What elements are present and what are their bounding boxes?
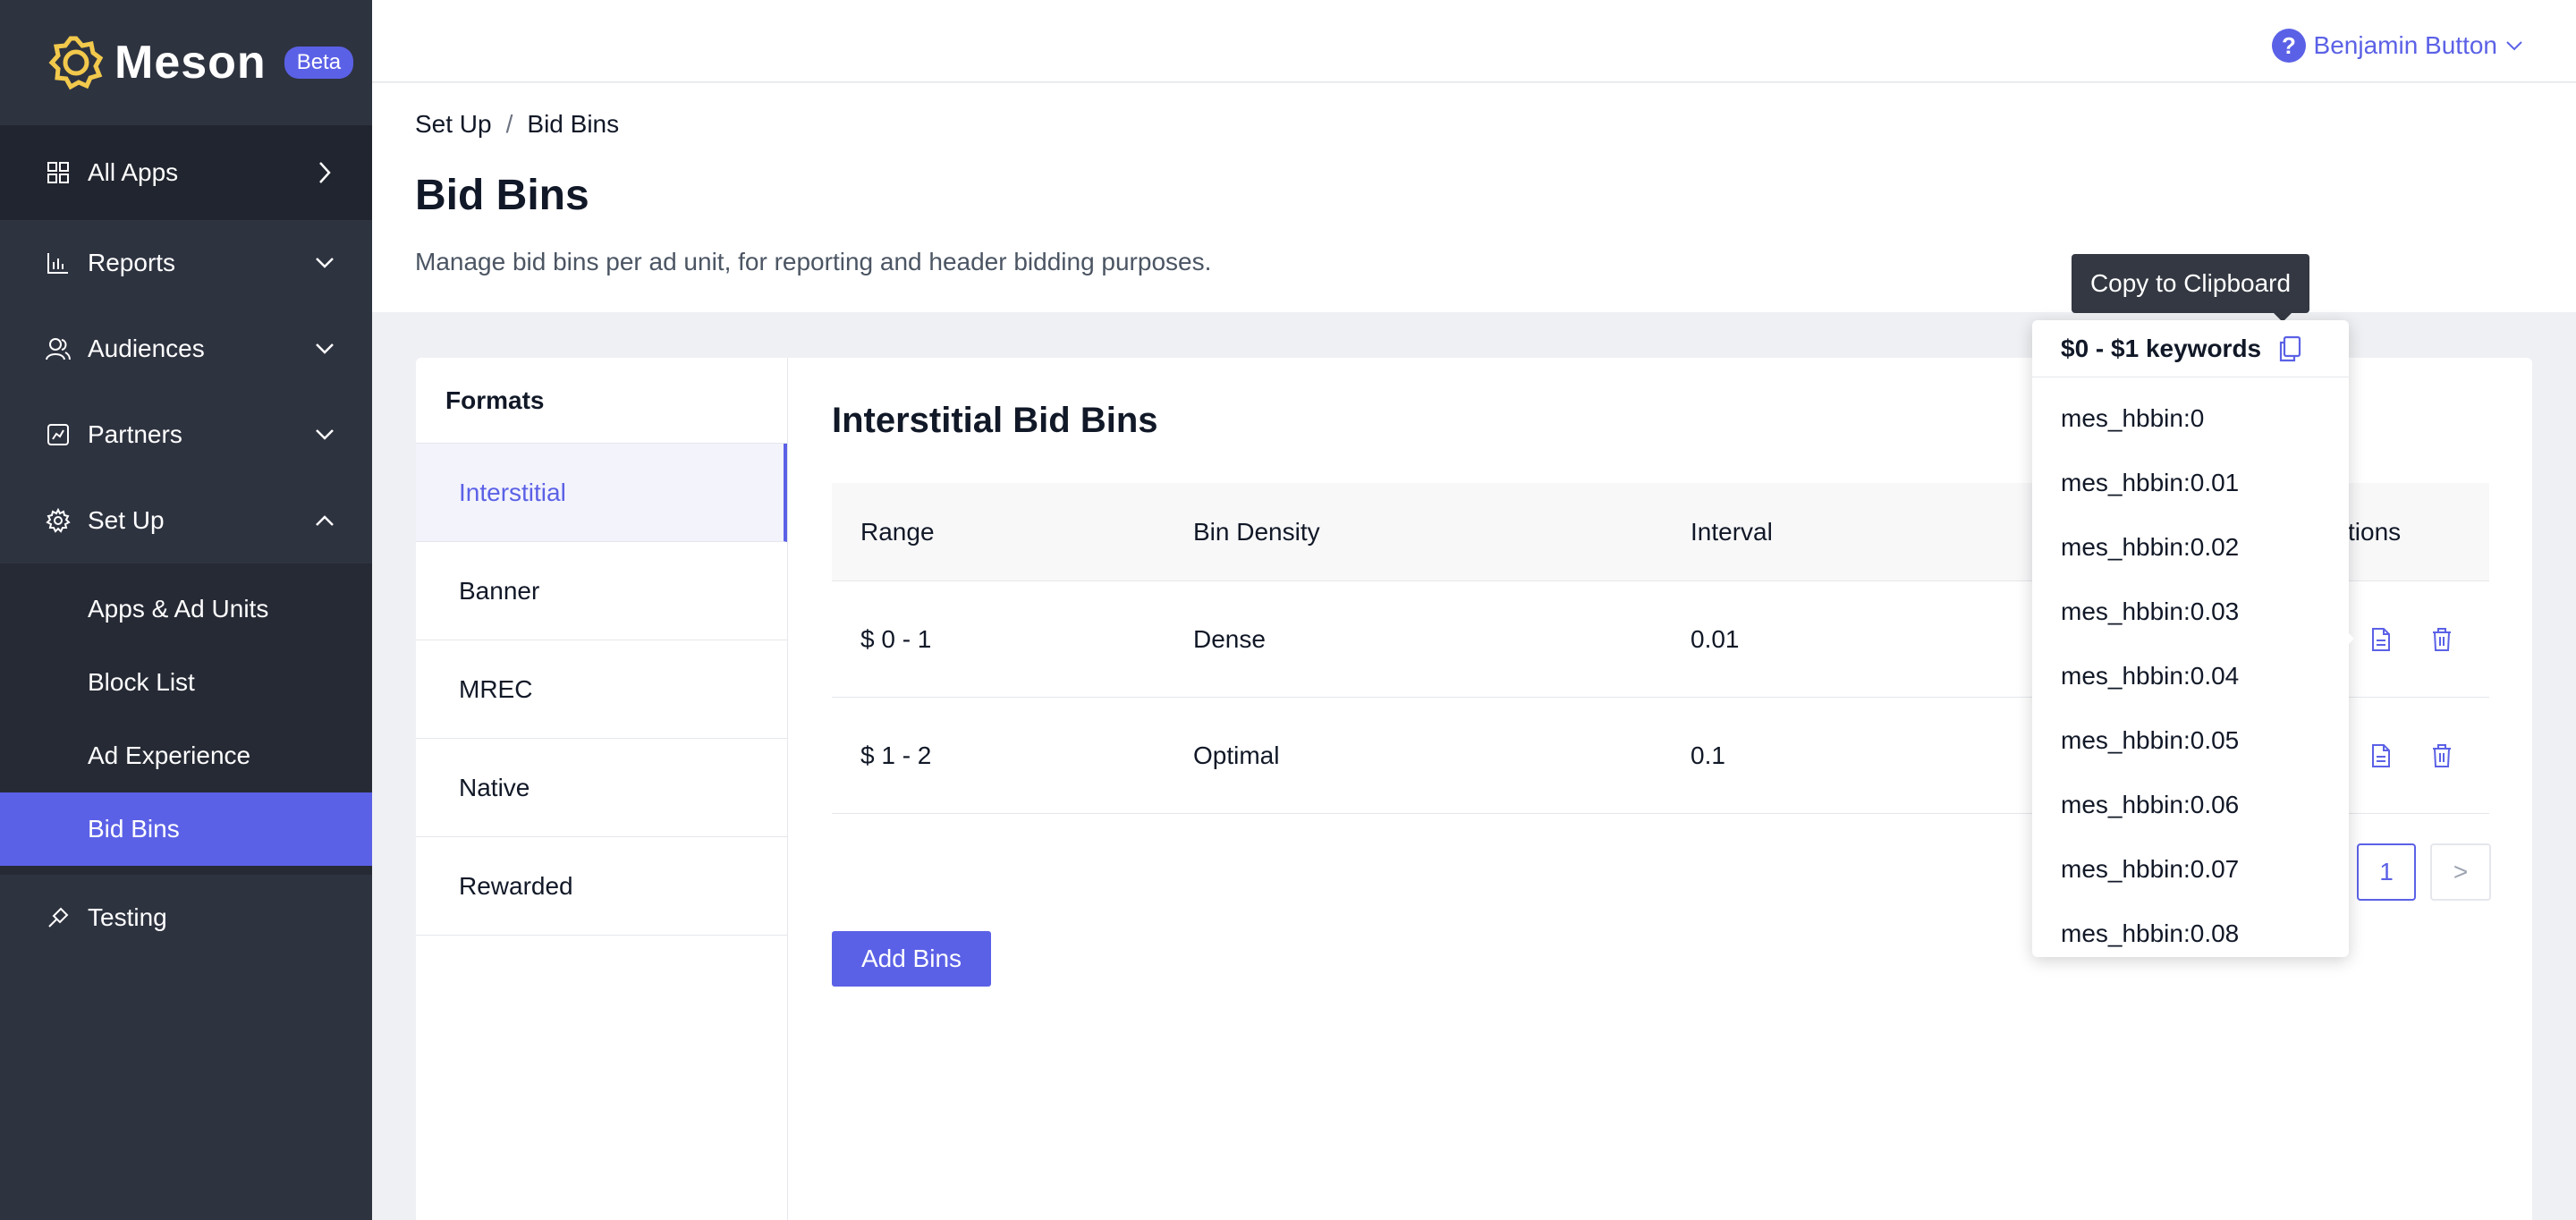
format-rewarded[interactable]: Rewarded (416, 837, 787, 936)
column-actions: tions (2348, 517, 2402, 546)
nav-reports[interactable]: Reports (0, 220, 372, 306)
format-mrec[interactable]: MREC (416, 640, 787, 739)
gear-icon (45, 507, 72, 534)
cell-density: Optimal (1193, 741, 1280, 769)
nav-partners[interactable]: Partners (0, 392, 372, 478)
keyword-item: mes_hbbin:0.03 (2061, 597, 2240, 625)
nav-all-apps[interactable]: All Apps (0, 125, 372, 220)
pagination: 1 > (2357, 843, 2491, 901)
keyword-item: mes_hbbin:0 (2061, 404, 2205, 432)
nav-audiences[interactable]: Audiences (0, 306, 372, 392)
keywords-popover: $0 - $1 keywords mes_hbbin:0 mes_hbbin:0… (2032, 320, 2349, 957)
sidebar-item-apps-ad-units[interactable]: Apps & Ad Units (88, 595, 269, 623)
chevron-down-icon (313, 251, 336, 275)
set-up-submenu: Apps & Ad Units Block List Ad Experience… (0, 563, 372, 875)
breadcrumb: Set Up / Bid Bins (415, 110, 619, 139)
chevron-down-icon (313, 337, 336, 360)
keyword-list: mes_hbbin:0 mes_hbbin:0.01 mes_hbbin:0.0… (2032, 377, 2349, 957)
cell-interval: 0.1 (1690, 741, 1725, 769)
nav-partners-label: Partners (88, 420, 182, 448)
cell-range: $ 1 - 2 (860, 741, 932, 769)
help-icon[interactable]: ? (2272, 29, 2306, 63)
page-description: Manage bid bins per ad unit, for reporti… (415, 248, 1212, 275)
bins-title: Interstitial Bid Bins (832, 401, 1158, 440)
copy-tooltip: Copy to Clipboard (2072, 254, 2309, 322)
nav-audiences-label: Audiences (88, 335, 205, 362)
sidebar-item-block-list[interactable]: Block List (88, 668, 195, 696)
row-actions (2368, 626, 2455, 653)
formats-heading: Formats (416, 358, 787, 444)
document-icon[interactable] (2368, 626, 2394, 653)
nav-reports-label: Reports (88, 249, 176, 276)
page-button-current[interactable]: 1 (2357, 843, 2416, 901)
nav-testing-label: Testing (88, 903, 167, 931)
partners-icon (45, 421, 72, 448)
add-bins-button[interactable]: Add Bins (832, 931, 991, 987)
logo[interactable]: Meson Beta (0, 0, 372, 125)
user-name: Benjamin Button (2313, 31, 2497, 59)
meson-logo-icon (48, 36, 104, 90)
chevron-right-icon (313, 161, 336, 184)
copy-icon[interactable] (2277, 335, 2302, 362)
column-bin-density: Bin Density (1193, 517, 1320, 546)
beta-badge: Beta (284, 47, 354, 79)
sidebar-item-ad-experience[interactable]: Ad Experience (88, 741, 251, 769)
breadcrumb-separator: / (505, 110, 513, 138)
page-title: Bid Bins (415, 172, 589, 219)
sidebar-item-bid-bins[interactable]: Bid Bins (0, 792, 372, 866)
keyword-item: mes_hbbin:0.01 (2061, 469, 2240, 496)
format-native[interactable]: Native (416, 739, 787, 837)
cell-density: Dense (1193, 624, 1266, 653)
nav-set-up-label: Set Up (88, 506, 165, 534)
grid-icon (45, 159, 72, 186)
formats-panel: Formats Interstitial Banner MREC Native … (416, 358, 788, 1220)
nav-all-apps-label: All Apps (88, 158, 179, 186)
users-icon (45, 335, 72, 362)
popover-header: $0 - $1 keywords (2032, 320, 2349, 377)
format-interstitial[interactable]: Interstitial (416, 444, 787, 542)
app-name: Meson (114, 37, 267, 89)
keyword-item: mes_hbbin:0.02 (2061, 533, 2240, 561)
nav-set-up[interactable]: Set Up (0, 478, 372, 563)
keyword-item: mes_hbbin:0.08 (2061, 919, 2240, 947)
column-range: Range (860, 517, 935, 546)
keyword-item: mes_hbbin:0.06 (2061, 791, 2240, 818)
popover-title: $0 - $1 keywords (2061, 334, 2262, 362)
keyword-item: mes_hbbin:0.07 (2061, 855, 2240, 883)
row-actions (2368, 742, 2455, 769)
chevron-down-icon (2506, 41, 2522, 51)
popover-caret (2343, 628, 2354, 649)
trash-icon[interactable] (2428, 626, 2455, 653)
bar-chart-icon (45, 250, 72, 276)
column-interval: Interval (1690, 517, 1773, 546)
table-row: $ 0 - 1 Dense 0.01 (832, 581, 2489, 698)
cell-interval: 0.01 (1690, 624, 1740, 653)
keyword-item: mes_hbbin:0.04 (2061, 662, 2240, 690)
cell-range: $ 0 - 1 (860, 624, 932, 653)
table-row: $ 1 - 2 Optimal 0.1 (832, 698, 2489, 814)
user-menu[interactable]: Benjamin Button (2314, 31, 2522, 60)
next-page-button[interactable]: > (2430, 843, 2491, 901)
format-banner[interactable]: Banner (416, 542, 787, 640)
keyword-item: mes_hbbin:0.05 (2061, 726, 2240, 754)
trash-icon[interactable] (2428, 742, 2455, 769)
sidebar: Meson Beta All Apps Reports Audiences (0, 0, 372, 1220)
breadcrumb-set-up[interactable]: Set Up (415, 110, 492, 138)
breadcrumb-bid-bins: Bid Bins (527, 110, 620, 138)
chevron-down-icon (313, 423, 336, 446)
top-bar: ? Benjamin Button (372, 0, 2576, 82)
document-icon[interactable] (2368, 742, 2394, 769)
nav-testing[interactable]: Testing (0, 875, 372, 961)
pin-icon (45, 904, 72, 931)
chevron-up-icon (313, 509, 336, 532)
